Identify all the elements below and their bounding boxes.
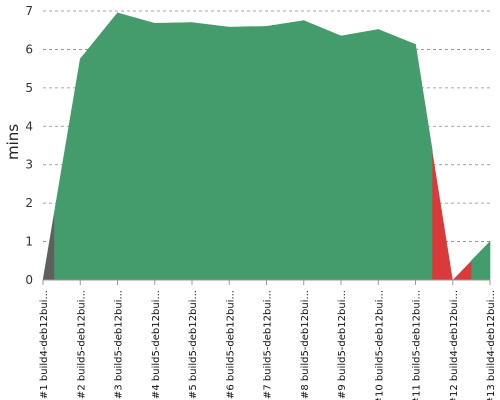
- x-category-labels: #1 build4-deb12bui... #2 build5-deb12bui.…: [39, 290, 497, 400]
- y-tick-labels: 0 1 2 3 4 5 6 7: [25, 4, 33, 287]
- x-category-label: #4 build5-deb12bui...: [151, 290, 162, 399]
- area-segment-failure-build-12-tail: [452, 260, 472, 280]
- x-category-label: #3 build5-deb12bui...: [114, 290, 125, 399]
- x-category-label: #13 build4-deb12bui...: [486, 290, 497, 400]
- area-segment-8-success: [303, 20, 342, 281]
- area-segment-5-success: [191, 22, 230, 281]
- x-category-label: #6 build5-deb12bui...: [225, 290, 236, 399]
- area-segment-2-success: [79, 12, 118, 281]
- x-category-label: #7 build5-deb12bui...: [263, 290, 274, 399]
- area-segment-6-success: [228, 26, 267, 281]
- y-tick-label: 6: [25, 42, 33, 56]
- y-tick-label: 7: [25, 4, 33, 18]
- x-category-label: #9 build5-deb12bui...: [337, 290, 348, 399]
- area-segment-11-failure: [415, 44, 433, 281]
- x-category-label: #10 build5-deb12bui...: [374, 290, 385, 400]
- area-segment-10-success: [377, 29, 416, 281]
- y-tick-label: 0: [25, 273, 33, 287]
- area-segment-7-success: [266, 20, 305, 281]
- area-segment-aborted-build-1: [43, 213, 55, 280]
- y-tick-label: 3: [25, 158, 33, 172]
- area-segment-12-success: [471, 240, 491, 281]
- area-segment-9-success: [340, 29, 379, 281]
- x-category-label: #2 build5-deb12bui...: [76, 290, 87, 399]
- axis-layer: [42, 279, 491, 285]
- y-tick-label: 2: [25, 196, 33, 210]
- x-category-label: #1 build4-deb12bui...: [39, 290, 50, 399]
- y-tick-label: 5: [25, 81, 33, 95]
- area-layer: [42, 12, 491, 281]
- area-segment-4-success: [154, 22, 193, 281]
- y-tick-label: 4: [25, 119, 33, 133]
- y-axis-title: mins: [4, 124, 22, 160]
- x-category-label: #11 build5-deb12bui...: [412, 290, 423, 400]
- x-category-label: #5 build5-deb12bui...: [188, 290, 199, 399]
- x-category-label: #8 build5-deb12bui...: [300, 290, 311, 399]
- x-category-label: #12 build4-deb12bui...: [449, 290, 460, 400]
- y-tick-label: 1: [25, 235, 33, 249]
- area-segment-failure-build-12: [432, 150, 453, 280]
- area-segment-3-success: [117, 12, 156, 281]
